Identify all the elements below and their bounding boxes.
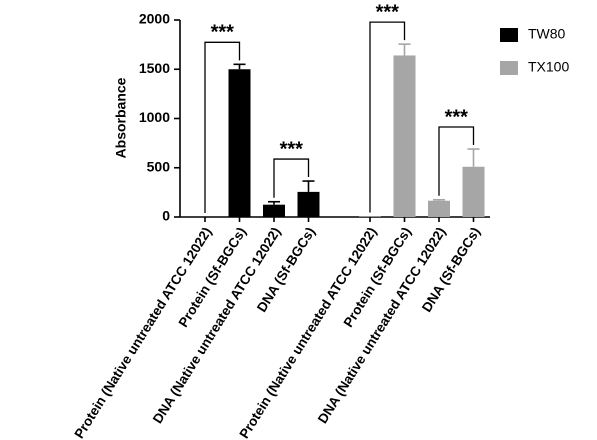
bar (393, 55, 416, 218)
significance-label: *** (280, 138, 304, 160)
y-tick-label: 500 (147, 158, 171, 174)
bar (462, 166, 485, 217)
bar (263, 204, 285, 217)
significance-bracket (273, 158, 310, 198)
legend-swatch (500, 61, 518, 75)
bar (297, 191, 320, 217)
legend-label: TX100 (528, 59, 569, 75)
bar (428, 200, 450, 217)
legend-label: TW80 (528, 26, 566, 42)
y-axis-label: Absorbance (113, 77, 129, 158)
y-tick-label: 0 (162, 208, 170, 224)
y-tick-label: 2000 (139, 11, 170, 27)
significance-bracket (204, 41, 241, 213)
significance-label: *** (445, 106, 469, 128)
y-tick-label: 1500 (139, 60, 170, 76)
bar (228, 69, 251, 217)
significance-bracket (438, 126, 475, 196)
legend-swatch (500, 28, 518, 42)
x-tick-label: Protein (Native untreated ATCC 12022) (71, 225, 214, 440)
y-tick-label: 1000 (139, 109, 170, 125)
significance-label: *** (376, 1, 400, 23)
significance-bracket (369, 21, 406, 213)
significance-label: *** (211, 22, 235, 44)
